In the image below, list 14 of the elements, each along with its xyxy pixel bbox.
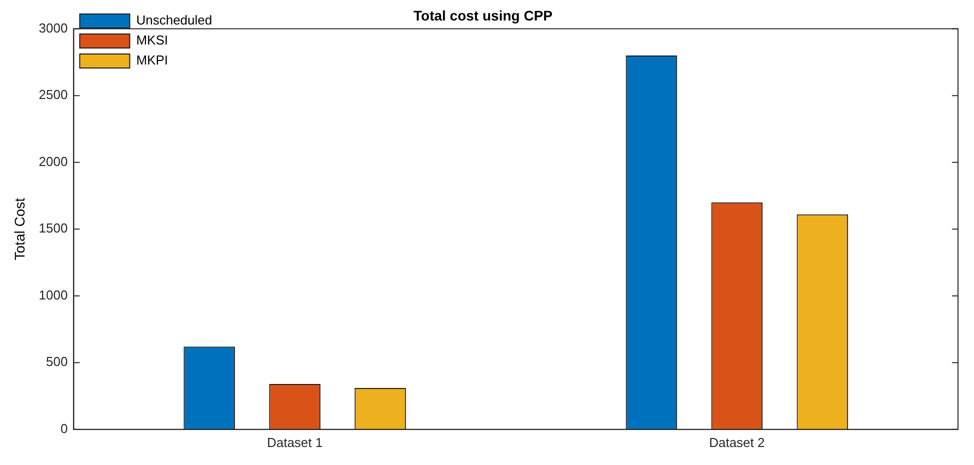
- chart-title: Total cost using CPP: [414, 7, 552, 24]
- y-tick-label: 1000: [38, 287, 68, 302]
- y-tick-label: 500: [46, 354, 68, 370]
- x-tick-label: Dataset 2: [709, 434, 765, 450]
- legend-label: Unscheduled: [136, 12, 212, 28]
- y-axis-title: Total Cost: [11, 198, 28, 260]
- y-tick-label: 2000: [38, 154, 68, 169]
- y-tick-label: 3000: [38, 20, 68, 36]
- y-tick-label: 2500: [38, 87, 68, 102]
- x-tick-label: Dataset 1: [266, 434, 323, 450]
- legend-label: MKSI: [136, 32, 168, 48]
- y-tick-label: 0: [60, 420, 68, 436]
- y-tick-label: 1500: [38, 220, 68, 236]
- legend-label: MKPI: [136, 52, 168, 68]
